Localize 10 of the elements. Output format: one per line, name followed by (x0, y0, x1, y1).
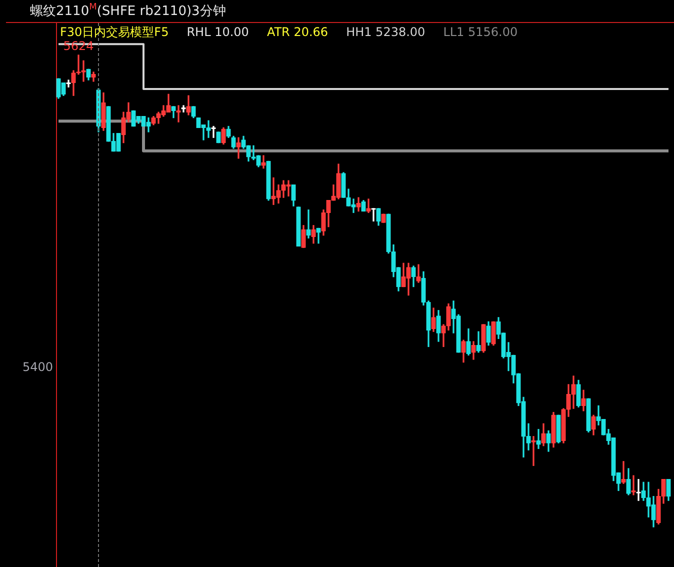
candlestick (306, 209, 311, 238)
text: LL1 5156.00 (443, 25, 518, 39)
text: RHL 10.00 (186, 25, 249, 39)
legend-title: F30日内交易模型F5 (60, 25, 169, 39)
candlestick (636, 479, 641, 501)
candlestick (536, 428, 541, 449)
text: ATR 20.66 (266, 25, 328, 39)
text: HH1 5238.00 (346, 25, 426, 39)
text: 5400 (21, 360, 53, 374)
chart-title: 螺纹2110$^{M}$(SHFE rb2110)3分钟 (30, 2, 226, 20)
